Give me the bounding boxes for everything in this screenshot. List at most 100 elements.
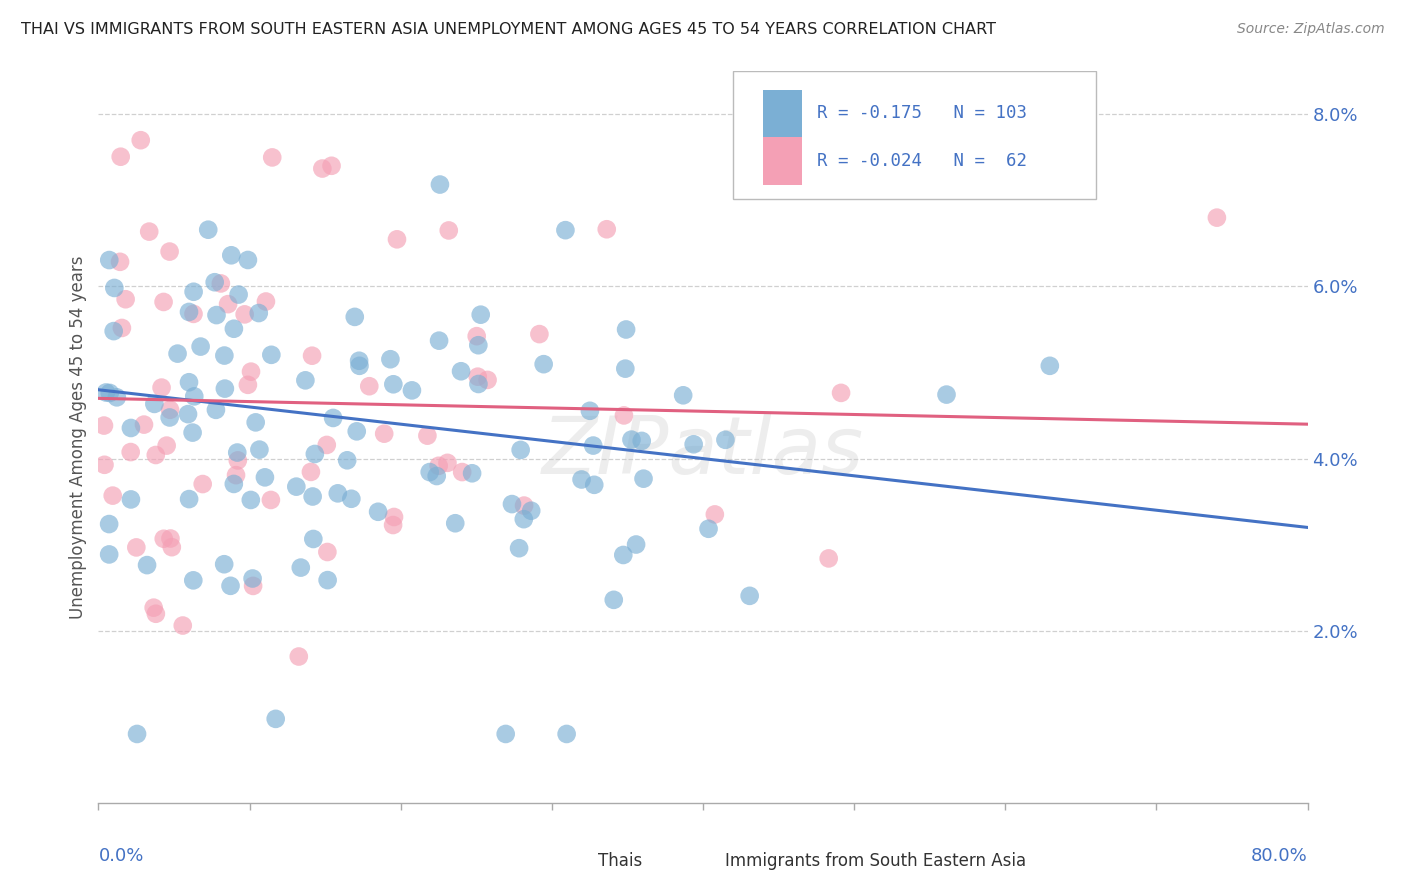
Point — [714, 433, 737, 447]
Point — [226, 453, 249, 467]
Point — [347, 353, 370, 368]
Point — [304, 447, 326, 461]
Point — [513, 499, 536, 513]
Point — [225, 468, 247, 483]
Point — [205, 308, 228, 322]
Point — [579, 404, 602, 418]
Point — [103, 324, 125, 338]
Point — [571, 473, 593, 487]
Point — [101, 489, 124, 503]
Point — [247, 306, 270, 320]
Point — [624, 537, 647, 551]
Y-axis label: Unemployment Among Ages 45 to 54 years: Unemployment Among Ages 45 to 54 years — [69, 255, 87, 619]
Point — [129, 133, 152, 147]
Point — [160, 540, 183, 554]
Point — [125, 541, 148, 555]
Point — [373, 426, 395, 441]
Point — [150, 381, 173, 395]
Point — [467, 369, 489, 384]
Point — [477, 373, 499, 387]
Point — [177, 492, 200, 507]
Point — [382, 377, 405, 392]
Point — [98, 517, 121, 532]
Point — [450, 364, 472, 378]
Point — [520, 504, 543, 518]
Point — [142, 600, 165, 615]
Text: R = -0.175   N = 103: R = -0.175 N = 103 — [817, 104, 1026, 122]
Point — [290, 560, 312, 574]
Point — [183, 307, 205, 321]
Point — [444, 516, 467, 531]
Point — [152, 295, 174, 310]
Point — [93, 458, 115, 472]
Point — [120, 421, 142, 435]
Point — [249, 442, 271, 457]
Text: 80.0%: 80.0% — [1251, 847, 1308, 864]
Point — [152, 532, 174, 546]
Point — [682, 437, 704, 451]
Point — [501, 497, 523, 511]
FancyBboxPatch shape — [763, 90, 803, 137]
Point — [316, 573, 339, 587]
Point — [633, 472, 655, 486]
Point — [437, 223, 460, 237]
Point — [340, 491, 363, 506]
Point — [98, 386, 121, 401]
FancyBboxPatch shape — [734, 71, 1097, 200]
Point — [254, 294, 277, 309]
Point — [301, 490, 323, 504]
Point — [326, 486, 349, 500]
Point — [181, 425, 204, 440]
Point — [620, 433, 643, 447]
Point — [110, 150, 132, 164]
Point — [427, 334, 450, 348]
Point — [555, 727, 578, 741]
Point — [212, 558, 235, 572]
Point — [217, 297, 239, 311]
Point — [513, 512, 536, 526]
Point — [105, 390, 128, 404]
Point — [228, 287, 250, 301]
Point — [596, 222, 619, 236]
Point — [603, 592, 626, 607]
Point — [159, 402, 181, 417]
Point — [299, 465, 322, 479]
Point — [190, 340, 212, 354]
Point — [495, 727, 517, 741]
Point — [159, 410, 181, 425]
Text: Source: ZipAtlas.com: Source: ZipAtlas.com — [1237, 22, 1385, 37]
Text: R = -0.024   N =  62: R = -0.024 N = 62 — [817, 152, 1026, 169]
Point — [614, 322, 637, 336]
Point — [672, 388, 695, 402]
Text: Thais: Thais — [598, 853, 643, 871]
Point — [416, 428, 439, 442]
Point — [1206, 211, 1229, 225]
Text: ZIPatlas: ZIPatlas — [541, 413, 865, 491]
Point — [108, 255, 131, 269]
Point — [380, 352, 402, 367]
Point — [159, 244, 181, 259]
Point — [260, 348, 283, 362]
Point — [322, 411, 344, 425]
Point — [509, 442, 531, 457]
Point — [236, 377, 259, 392]
Point — [239, 492, 262, 507]
Point — [166, 346, 188, 360]
Point — [385, 232, 408, 246]
Point — [125, 727, 148, 741]
Point — [426, 469, 449, 483]
Point — [221, 248, 243, 262]
Point — [245, 415, 267, 429]
Point — [264, 712, 287, 726]
Point — [222, 322, 245, 336]
Point — [583, 478, 606, 492]
Point — [294, 373, 316, 387]
Point — [359, 379, 381, 393]
Point — [972, 168, 994, 182]
Point — [132, 417, 155, 432]
FancyBboxPatch shape — [690, 847, 713, 876]
FancyBboxPatch shape — [564, 847, 586, 876]
Point — [346, 425, 368, 439]
Point — [183, 389, 205, 403]
Point — [145, 448, 167, 462]
